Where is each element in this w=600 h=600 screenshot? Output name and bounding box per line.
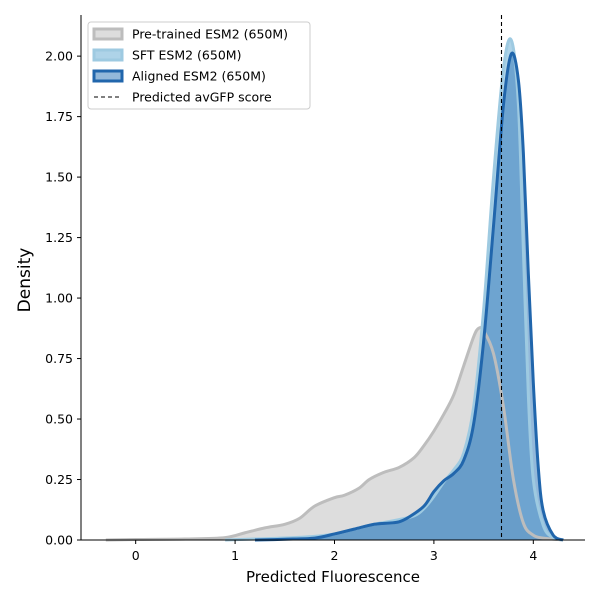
legend: Pre-trained ESM2 (650M) SFT ESM2 (650M) Al… <box>87 21 311 110</box>
aligned-esm2-650m-legend-swatch <box>92 69 124 83</box>
y-tick-label: 1.00 <box>45 291 73 306</box>
sft-esm2-650m-legend-swatch <box>92 48 124 62</box>
axes <box>80 15 585 541</box>
y-ticks: 0.00 0.25 0.50 0.75 1.00 1.25 1.50 1.75 2.00 <box>45 49 81 548</box>
pre-trained-esm2-650m-legend-swatch <box>92 27 124 41</box>
y-axis-title: Density <box>15 248 35 313</box>
y-tick-label: 0.00 <box>45 533 73 548</box>
y-tick-label: 1.25 <box>45 230 73 245</box>
x-ticks: 0 1 2 3 4 <box>132 540 537 563</box>
x-axis-title: Predicted Fluorescence <box>246 568 420 586</box>
x-tick-label: 3 <box>430 548 438 563</box>
reference-line-legend-label: Predicted avGFP score <box>132 90 272 105</box>
pre-trained-esm2-650m-legend-label: Pre-trained ESM2 (650M) <box>132 27 288 42</box>
y-tick-label: 0.75 <box>45 351 73 366</box>
y-tick-label: 0.25 <box>45 472 73 487</box>
series-fills <box>105 38 564 540</box>
aligned-esm2-650m-fill <box>254 53 564 540</box>
aligned-esm2-650m-line <box>254 51 564 542</box>
aligned-esm2-650m-legend-label: Aligned ESM2 (650M) <box>132 69 266 84</box>
series-lines <box>105 37 564 542</box>
x-tick-label: 0 <box>132 548 140 563</box>
y-tick-label: 1.50 <box>45 170 73 185</box>
y-tick-label: 0.50 <box>45 412 73 427</box>
x-tick-label: 4 <box>529 548 537 563</box>
y-tick-label: 1.75 <box>45 109 73 124</box>
sft-esm2-650m-legend-label: SFT ESM2 (650M) <box>132 48 241 63</box>
legend-frame <box>87 21 311 110</box>
y-tick-label: 2.00 <box>45 49 73 64</box>
x-tick-label: 2 <box>331 548 339 563</box>
x-tick-label: 1 <box>231 548 239 563</box>
pre-trained-esm2-650m-line <box>105 326 564 542</box>
